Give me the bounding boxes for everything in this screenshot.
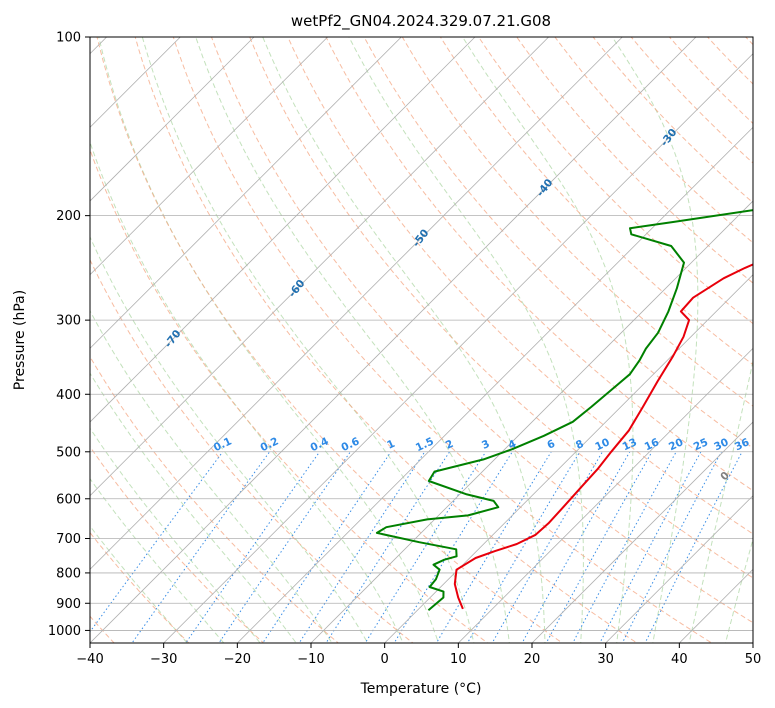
x-tick-label: 20	[524, 652, 541, 667]
y-tick-label: 100	[56, 31, 81, 46]
dry-adiabat-line	[90, 531, 190, 643]
x-tick-label: −40	[76, 652, 103, 667]
mixing-ratio-label: 6	[545, 438, 557, 452]
x-tick-label: 30	[597, 652, 614, 667]
y-tick-label: 900	[56, 597, 81, 612]
dry-adiabat-line	[210, 37, 753, 624]
dry-adiabat-line	[249, 37, 753, 579]
dry-adiabat-line	[90, 445, 265, 643]
x-tick-label: 10	[450, 652, 467, 667]
mixing-ratio-label: 16	[643, 436, 661, 453]
isotherm-line	[90, 37, 476, 423]
isotherm-line	[237, 126, 753, 643]
isotherm-line	[310, 200, 753, 643]
dry-adiabat-line	[90, 355, 340, 643]
y-tick-label: 600	[56, 492, 81, 507]
dry-adiabat-line	[363, 37, 753, 449]
x-axis: −40 −30 −20 −10 0 10 20 30 40 50	[76, 643, 761, 667]
isotherm-line	[90, 37, 402, 349]
dewpoint-profile-line	[375, 209, 753, 612]
x-tick-label: 0	[381, 652, 389, 667]
mixing-ratio-label: 2	[444, 438, 456, 452]
y-tick-label: 700	[56, 532, 81, 547]
x-axis-label: Temperature (°C)	[360, 681, 482, 697]
dry-adiabat-line	[134, 37, 638, 643]
isotherm-line	[531, 421, 753, 643]
moist-adiabat-line	[262, 37, 546, 643]
dry-adiabat-line	[478, 37, 753, 325]
mixing-ratio-label: 30	[712, 436, 730, 453]
dry-adiabat-line	[96, 37, 564, 643]
isotherm-line	[384, 274, 753, 643]
moist-adiabat-line	[611, 37, 699, 643]
mixing-ratio-label: 20	[667, 436, 685, 453]
mixing-ratio-label: 25	[692, 436, 710, 453]
y-tick-label: 1000	[48, 624, 81, 639]
y-axis: 100 200 300 400 500 600 700 800 900 1000	[48, 31, 90, 639]
plot-frame	[89, 36, 754, 644]
isotherm-line	[90, 37, 328, 276]
moist-adiabat-line	[90, 525, 188, 643]
profile-series	[375, 209, 753, 612]
mixing-ratio-label: 36	[733, 436, 751, 453]
mixing-ratio-label: 13	[621, 436, 639, 453]
x-tick-label: 40	[671, 652, 688, 667]
isotherm-line	[605, 495, 753, 643]
mixing-ratio-labels: 0.1 0.2 0.4 0.6 1 1.5 2 3 4 6 8 10 13 16 20 25 30 36	[212, 435, 752, 454]
isotherm-line	[458, 347, 753, 643]
x-tick-label: 50	[745, 652, 762, 667]
temperature-profile-line	[453, 263, 753, 610]
y-tick-label: 200	[56, 209, 81, 224]
y-axis-label: Pressure (hPa)	[12, 290, 28, 390]
x-tick-label: −10	[297, 652, 324, 667]
dry-adiabats	[90, 37, 753, 643]
isotherm-line	[90, 37, 623, 570]
x-tick-label: −30	[150, 652, 177, 667]
isotherms	[90, 37, 753, 643]
isotherm-line	[90, 37, 697, 643]
isotherm-line	[90, 37, 255, 202]
y-tick-label: 800	[56, 566, 81, 581]
mixing-ratio-label: 1	[385, 438, 397, 452]
isotherm-line	[163, 53, 753, 643]
moist-adiabat-line	[90, 309, 333, 643]
y-tick-label: 400	[56, 388, 81, 403]
mixing-ratio-label: 10	[593, 436, 611, 453]
mixing-ratio-label: 4	[507, 438, 519, 452]
dry-adiabat-line	[90, 258, 414, 643]
moist-adiabat-line	[462, 37, 634, 643]
moist-adiabat-line	[725, 537, 753, 643]
isotherm-line	[90, 37, 549, 497]
y-tick-label: 300	[56, 314, 81, 329]
mixing-ratio-label: 8	[574, 438, 586, 452]
dry-adiabat-line	[172, 37, 713, 643]
mixing-ratio-label: 3	[480, 438, 492, 452]
chart-title: wetPf2_GN04.2024.329.07.21.G08	[291, 12, 551, 31]
isobars	[90, 37, 753, 631]
y-tick-label: 500	[56, 445, 81, 460]
plot-area: -100-90-80-70-60-50-40-30-20-10 0.10.20.…	[90, 37, 753, 643]
dry-adiabat-line	[516, 37, 753, 284]
x-tick-label: −20	[224, 652, 251, 667]
